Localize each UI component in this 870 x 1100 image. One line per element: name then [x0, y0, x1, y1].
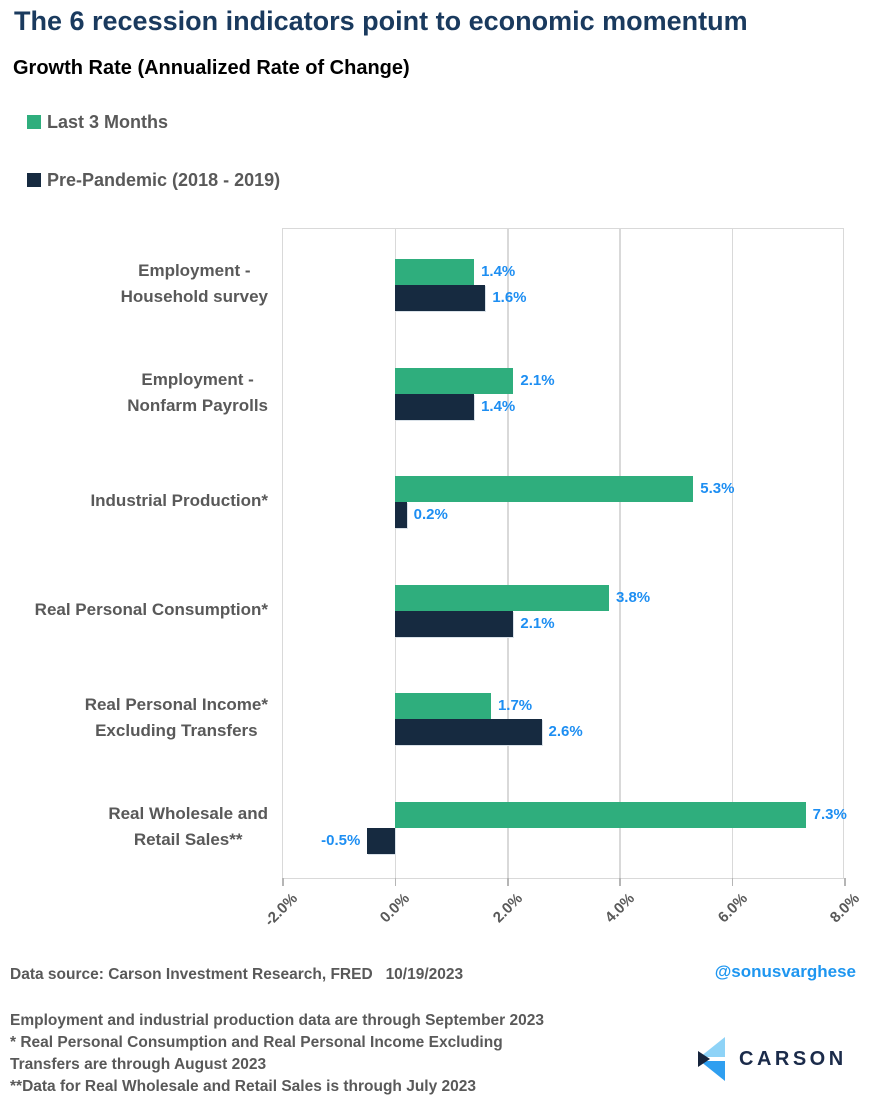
category-label: Real Personal Consumption*: [34, 599, 268, 619]
legend-swatch-navy: [27, 173, 41, 187]
x-axis-tick-label: 2.0%: [489, 890, 526, 927]
x-axis-tick: [731, 878, 734, 886]
bar-pre-pandemic: [395, 719, 542, 745]
value-label: 3.8%: [615, 588, 651, 606]
x-axis-tick: [394, 878, 397, 886]
category-label: Employment - Nonfarm Payrolls: [127, 369, 268, 415]
gridline: [394, 229, 397, 878]
footnotes: Employment and industrial production dat…: [10, 1012, 544, 1095]
x-axis-tick-label: 4.0%: [602, 890, 639, 927]
bar-pre-pandemic: [395, 393, 475, 420]
bar-pre-pandemic: [395, 502, 407, 528]
category-label: Industrial Production*: [90, 491, 268, 510]
carson-logo-text: CARSON: [739, 1047, 847, 1070]
category-axis: Employment - Household survey Employment …: [0, 228, 268, 879]
plot-area: -2.0% 0.0% 2.0% 4.0% 6.0% 8.0% 1.4% 1.6% 2.1% 1.4…: [261, 228, 863, 930]
x-axis-tick-label: 8.0%: [826, 890, 864, 927]
value-label: 0.2%: [413, 506, 448, 523]
bar-last-3-months: [395, 693, 491, 719]
bar-last-3-months: [395, 367, 514, 394]
x-axis-tick: [282, 878, 284, 886]
value-label: 1.4%: [481, 263, 516, 280]
x-axis-tick: [844, 878, 846, 886]
value-label: 1.4%: [481, 397, 516, 415]
x-axis-tick: [507, 878, 509, 886]
value-label: 5.3%: [700, 480, 735, 497]
category-label: Employment - Household survey: [120, 261, 268, 306]
value-label: 7.3%: [812, 805, 847, 823]
x-axis-tick-label: 6.0%: [714, 890, 751, 927]
value-label: 1.6%: [492, 289, 527, 306]
bar-pre-pandemic: [395, 285, 486, 311]
carson-logo: CARSON: [697, 1036, 847, 1082]
value-label: 1.7%: [497, 697, 533, 714]
value-label: -0.5%: [321, 831, 361, 849]
value-label: 2.6%: [548, 723, 583, 740]
value-label: 2.1%: [520, 614, 555, 632]
category-label: Real Wholesale and Retail Sales**: [108, 803, 268, 849]
carson-logo-icon: [698, 1037, 725, 1081]
bar-pre-pandemic: [395, 610, 514, 637]
legend: Last 3 Months Pre-Pandemic (2018 - 2019): [27, 110, 280, 226]
legend-label-pre-pandemic: Pre-Pandemic (2018 - 2019): [47, 169, 281, 190]
x-axis-tick-label: 0.0%: [377, 890, 414, 927]
x-axis-tick: [619, 878, 621, 886]
legend-item-pre-pandemic: Pre-Pandemic (2018 - 2019): [27, 168, 280, 192]
chart-subtitle: Growth Rate (Annualized Rate of Change): [13, 57, 410, 79]
legend-item-last-3-months: Last 3 Months: [27, 110, 280, 134]
category-label: Real Personal Income* Excluding Transfer…: [84, 695, 268, 740]
x-axis-tick-label: -2.0%: [261, 890, 302, 930]
legend-swatch-green: [27, 115, 41, 129]
author-handle: @sonusvarghese: [714, 962, 856, 981]
gridline: [731, 229, 734, 878]
data-source: Data source: Carson Investment Research,…: [10, 966, 464, 983]
bar-pre-pandemic: [367, 827, 396, 854]
bar-last-3-months: [395, 259, 475, 285]
bar-last-3-months: [395, 476, 694, 502]
legend-label-last-3-months: Last 3 Months: [47, 111, 169, 132]
bar-last-3-months: [395, 584, 609, 611]
gridline: [619, 229, 621, 878]
chart-title: The 6 recession indicators point to econ…: [14, 6, 748, 36]
bar-last-3-months: [395, 801, 806, 828]
value-label: 2.1%: [520, 371, 555, 389]
gridline: [507, 229, 509, 878]
